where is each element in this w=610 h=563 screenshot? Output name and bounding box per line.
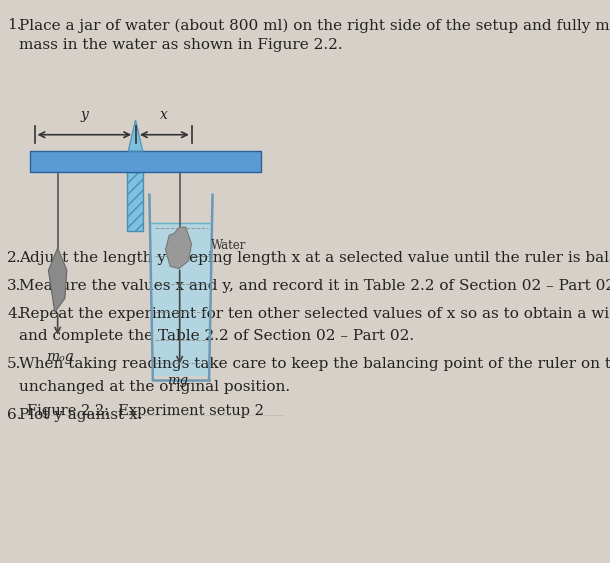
Text: 1.: 1.	[7, 18, 22, 32]
Text: 4.: 4.	[7, 307, 22, 321]
Text: y: y	[81, 109, 88, 122]
Text: 5.: 5.	[7, 357, 21, 371]
FancyBboxPatch shape	[30, 151, 261, 172]
Text: 2.: 2.	[7, 251, 22, 265]
Text: x: x	[160, 109, 168, 122]
Polygon shape	[151, 223, 211, 376]
Text: 6.: 6.	[7, 408, 22, 422]
Text: m₀g: m₀g	[46, 350, 73, 364]
Text: Adjust the length y keeping length x at a selected value until the ruler is bala: Adjust the length y keeping length x at …	[19, 251, 610, 265]
Text: Water: Water	[210, 239, 246, 252]
Text: Figure 2.2:  Experiment setup 2: Figure 2.2: Experiment setup 2	[27, 404, 264, 418]
Text: mg: mg	[167, 374, 188, 387]
Text: Place a jar of water (about 800 ml) on the right side of the setup and fully mer: Place a jar of water (about 800 ml) on t…	[19, 18, 610, 33]
Text: 3.: 3.	[7, 279, 21, 293]
Text: unchanged at the original position.: unchanged at the original position.	[19, 379, 290, 394]
Polygon shape	[165, 227, 192, 269]
Text: When taking readings take care to keep the balancing point of the ruler on the k: When taking readings take care to keep t…	[19, 357, 610, 371]
Text: and complete the Table 2.2 of Section 02 – Part 02.: and complete the Table 2.2 of Section 02…	[19, 329, 414, 343]
FancyBboxPatch shape	[127, 172, 143, 231]
Text: Repeat the experiment for ten other selected values of x so as to obtain a wide : Repeat the experiment for ten other sele…	[19, 307, 610, 321]
Polygon shape	[128, 120, 143, 151]
Text: Measure the values x and y, and record it in Table 2.2 of Section 02 – Part 02.: Measure the values x and y, and record i…	[19, 279, 610, 293]
Text: mass in the water as shown in Figure 2.2.: mass in the water as shown in Figure 2.2…	[19, 38, 342, 52]
Polygon shape	[48, 248, 67, 312]
Text: Plot y against x.: Plot y against x.	[19, 408, 142, 422]
